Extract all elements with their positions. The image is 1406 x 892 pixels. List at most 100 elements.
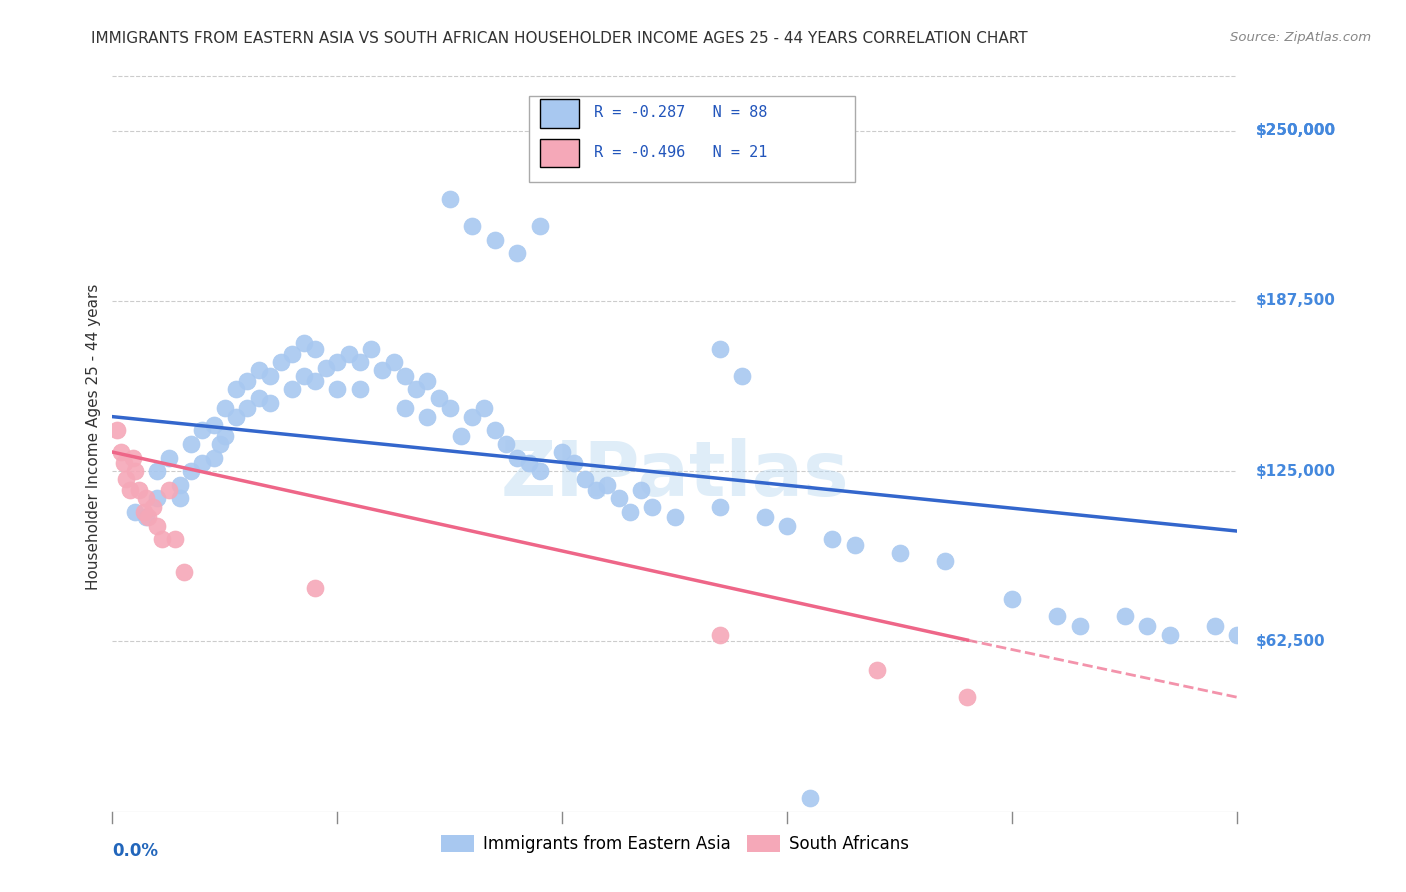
Point bbox=[934, 554, 956, 568]
Point bbox=[128, 483, 150, 498]
Point bbox=[866, 663, 889, 677]
Text: IMMIGRANTS FROM EASTERN ASIA VS SOUTH AFRICAN HOUSEHOLDER INCOME AGES 25 - 44 YE: IMMIGRANTS FROM EASTERN ASIA VS SOUTH AF… bbox=[91, 31, 1028, 46]
Point bbox=[664, 510, 686, 524]
Point bbox=[821, 533, 844, 547]
Point bbox=[270, 355, 292, 369]
Point bbox=[709, 500, 731, 514]
Point bbox=[157, 450, 180, 465]
Point bbox=[124, 464, 146, 478]
Point bbox=[121, 450, 143, 465]
Point bbox=[150, 533, 173, 547]
Point bbox=[326, 383, 349, 397]
Point bbox=[416, 374, 439, 388]
Point bbox=[484, 423, 506, 437]
Text: $250,000: $250,000 bbox=[1256, 123, 1336, 138]
Point bbox=[169, 491, 191, 506]
Point bbox=[630, 483, 652, 498]
Point bbox=[1069, 619, 1091, 633]
Point bbox=[596, 477, 619, 491]
Point bbox=[304, 342, 326, 356]
Point bbox=[405, 383, 427, 397]
Point bbox=[529, 219, 551, 233]
Y-axis label: Householder Income Ages 25 - 44 years: Householder Income Ages 25 - 44 years bbox=[86, 284, 101, 591]
Point bbox=[1204, 619, 1226, 633]
Point bbox=[574, 472, 596, 486]
Point bbox=[142, 500, 165, 514]
Point bbox=[124, 505, 146, 519]
Point bbox=[180, 437, 202, 451]
Point bbox=[529, 464, 551, 478]
Point bbox=[360, 342, 382, 356]
Text: R = -0.496   N = 21: R = -0.496 N = 21 bbox=[593, 145, 768, 160]
Point bbox=[292, 368, 315, 383]
Point bbox=[135, 510, 157, 524]
Point bbox=[315, 360, 337, 375]
Point bbox=[169, 477, 191, 491]
FancyBboxPatch shape bbox=[529, 96, 855, 182]
Point bbox=[247, 391, 270, 405]
Point bbox=[1114, 608, 1136, 623]
Point bbox=[214, 401, 236, 416]
Text: $62,500: $62,500 bbox=[1256, 634, 1324, 648]
Text: R = -0.287   N = 88: R = -0.287 N = 88 bbox=[593, 105, 768, 120]
Point bbox=[326, 355, 349, 369]
Point bbox=[1159, 627, 1181, 641]
Point bbox=[439, 401, 461, 416]
Point bbox=[506, 450, 529, 465]
Point bbox=[146, 491, 169, 506]
Point bbox=[112, 456, 135, 470]
Point bbox=[754, 510, 776, 524]
Point bbox=[304, 374, 326, 388]
FancyBboxPatch shape bbox=[540, 139, 579, 168]
Point bbox=[472, 401, 495, 416]
Point bbox=[844, 538, 866, 552]
Point bbox=[394, 401, 416, 416]
Point bbox=[191, 423, 214, 437]
Text: ZIPatlas: ZIPatlas bbox=[501, 438, 849, 511]
Point bbox=[371, 363, 394, 377]
Point bbox=[799, 791, 821, 805]
Text: Source: ZipAtlas.com: Source: ZipAtlas.com bbox=[1230, 31, 1371, 45]
Point bbox=[1136, 619, 1159, 633]
Point bbox=[165, 533, 187, 547]
Point bbox=[209, 437, 232, 451]
Point bbox=[214, 428, 236, 442]
Point bbox=[146, 464, 169, 478]
Text: $125,000: $125,000 bbox=[1256, 464, 1336, 479]
Point bbox=[115, 472, 138, 486]
Point bbox=[225, 383, 247, 397]
Point bbox=[607, 491, 630, 506]
Point bbox=[292, 336, 315, 351]
Point bbox=[349, 383, 371, 397]
Point bbox=[956, 690, 979, 705]
Point bbox=[281, 347, 304, 361]
Point bbox=[1001, 592, 1024, 607]
Point bbox=[157, 483, 180, 498]
Point bbox=[259, 368, 281, 383]
Point bbox=[236, 374, 259, 388]
Point bbox=[236, 401, 259, 416]
Point bbox=[450, 428, 472, 442]
Point bbox=[146, 518, 169, 533]
Point bbox=[281, 383, 304, 397]
Point bbox=[202, 417, 225, 432]
Point bbox=[427, 391, 450, 405]
Point bbox=[105, 423, 128, 437]
Point bbox=[180, 464, 202, 478]
Point bbox=[439, 192, 461, 206]
Point bbox=[202, 450, 225, 465]
Point bbox=[110, 445, 132, 459]
Legend: Immigrants from Eastern Asia, South Africans: Immigrants from Eastern Asia, South Afri… bbox=[434, 828, 915, 860]
Point bbox=[517, 456, 540, 470]
Point bbox=[495, 437, 517, 451]
Point bbox=[484, 233, 506, 247]
Point bbox=[461, 409, 484, 424]
Point bbox=[191, 456, 214, 470]
Point bbox=[135, 491, 157, 506]
Point bbox=[382, 355, 405, 369]
Point bbox=[304, 582, 326, 596]
Point bbox=[337, 347, 360, 361]
Point bbox=[1226, 627, 1249, 641]
Text: $250,000: $250,000 bbox=[1256, 123, 1336, 138]
Text: 0.0%: 0.0% bbox=[112, 842, 159, 860]
